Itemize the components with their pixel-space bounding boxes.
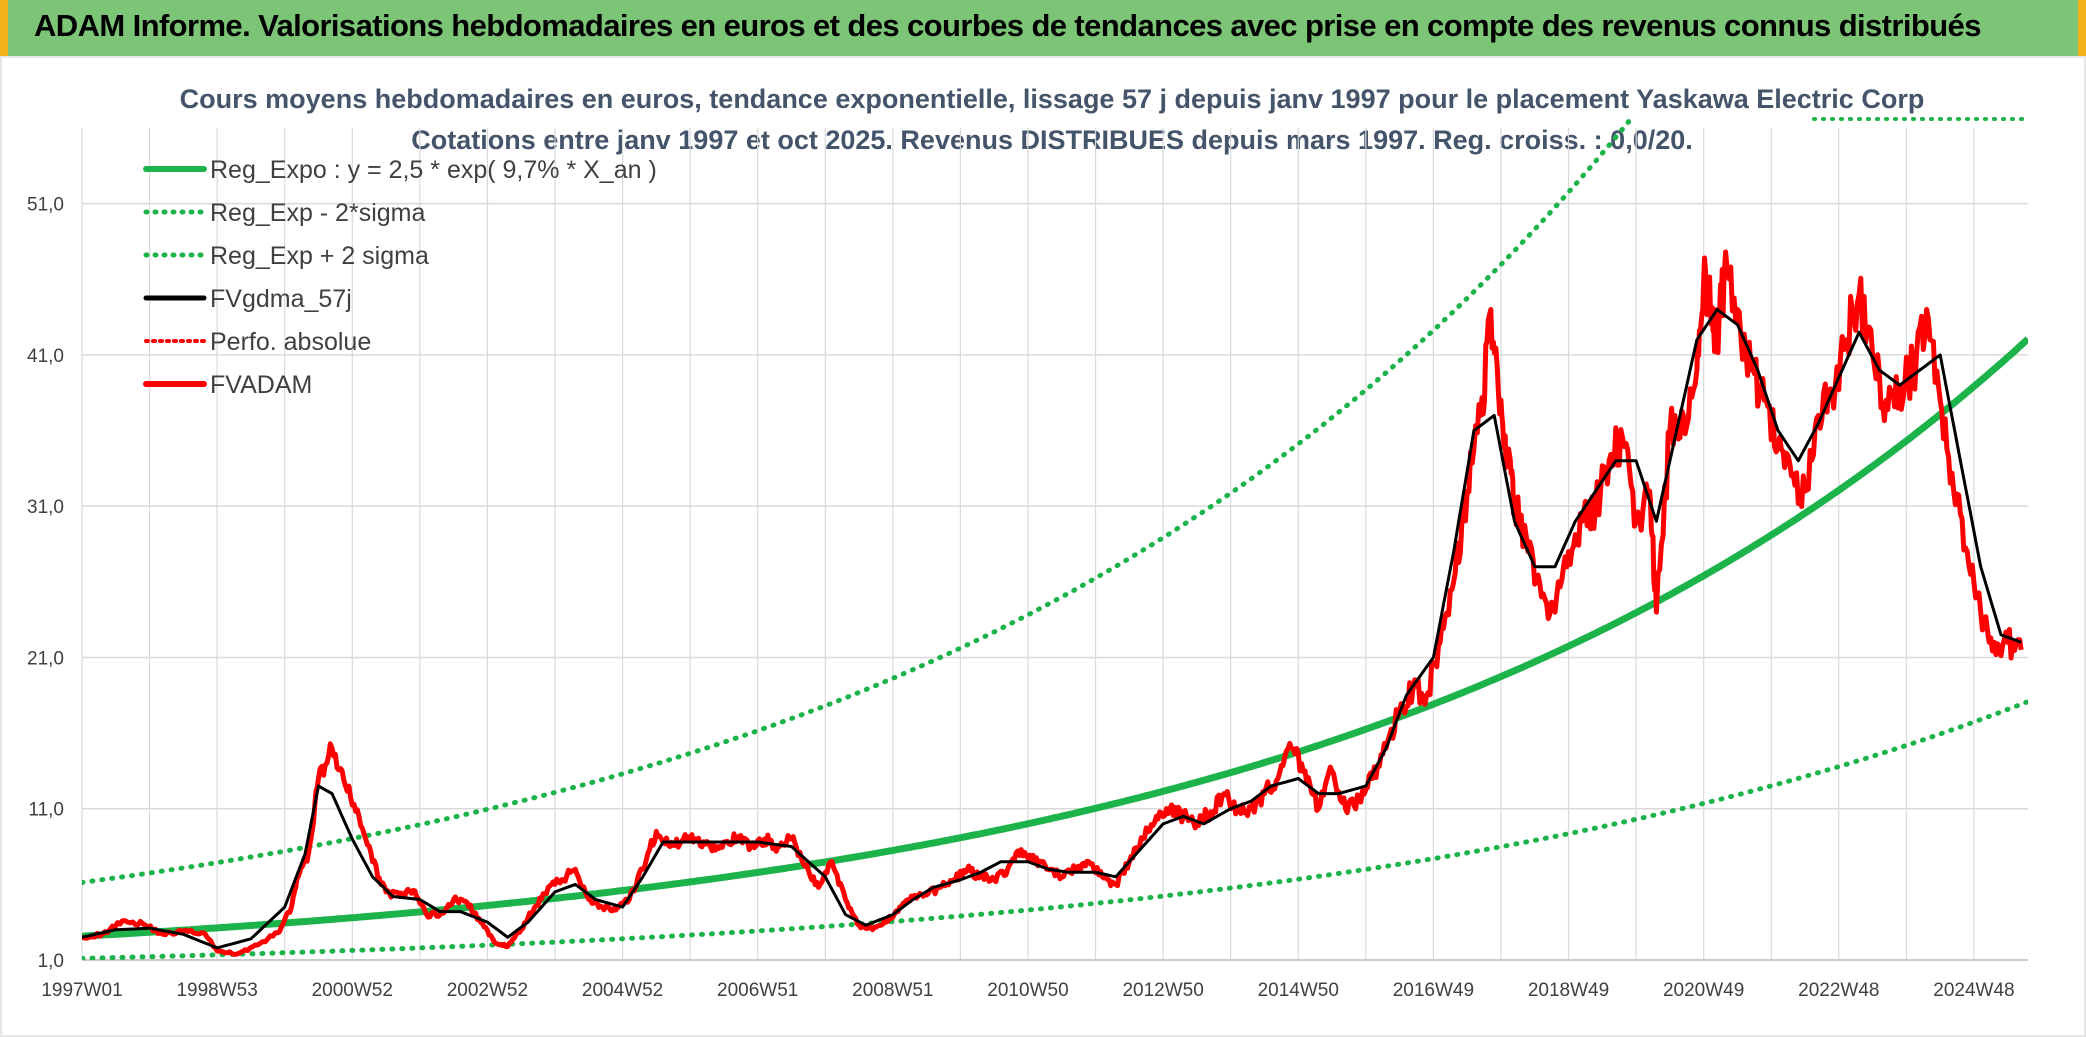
legend-label: Reg_Exp + 2 sigma xyxy=(210,242,429,270)
y-axis-ticks: 1,0 11,0 21,0 31,0 41,0 51,0 xyxy=(27,195,64,972)
x-tick-label: 2020W49 xyxy=(1663,980,1744,1001)
x-tick-label: 2016W49 xyxy=(1393,980,1474,1001)
x-tick-label: 2024W48 xyxy=(1933,980,2014,1001)
grid xyxy=(81,128,2028,961)
x-tick-label: 2018W49 xyxy=(1528,980,1609,1001)
legend-label: Perfo. absolue xyxy=(210,328,371,356)
x-tick-label: 2002W52 xyxy=(447,980,528,1001)
x-axis-ticks: 1997W01 1998W53 2000W52 2002W52 2004W52 2006W… xyxy=(41,980,2014,1001)
legend: Reg_Expo : y = 2,5 * exp( 9,7% * X_an ) R… xyxy=(143,156,657,399)
x-tick-label: 2004W52 xyxy=(582,980,663,1001)
x-tick-label: 2000W52 xyxy=(312,980,393,1001)
chart-svg: Cours moyens hebdomadaires en euros, ten… xyxy=(27,84,2030,1001)
y-tick-label: 21,0 xyxy=(27,648,64,669)
header-banner: ADAM Informe. Valorisations hebdomadaire… xyxy=(0,0,2086,56)
y-tick-label: 31,0 xyxy=(27,497,64,518)
chart-title-line-1: Cours moyens hebdomadaires en euros, ten… xyxy=(180,84,1925,114)
regression-curve xyxy=(82,336,2028,940)
fvgdma-57j-line xyxy=(82,308,2022,950)
chart-panel: Cours moyens hebdomadaires en euros, ten… xyxy=(0,56,2086,1037)
regression-line xyxy=(82,336,2028,940)
x-tick-label: 2006W51 xyxy=(717,980,798,1001)
x-tick-label: 2010W50 xyxy=(987,980,1068,1001)
lower-band-line xyxy=(82,699,2028,960)
legend-label: Reg_Expo : y = 2,5 * exp( 9,7% * X_an ) xyxy=(210,156,657,184)
fvadam-line xyxy=(82,249,2024,957)
report-title: ADAM Informe. Valorisations hebdomadaire… xyxy=(34,8,1981,43)
x-tick-label: 1997W01 xyxy=(41,980,122,1001)
x-tick-label: 2012W50 xyxy=(1122,980,1203,1001)
price-series xyxy=(82,249,2024,957)
sigma-bands xyxy=(82,117,2030,960)
y-tick-label: 11,0 xyxy=(28,800,64,821)
legend-label: Reg_Exp - 2*sigma xyxy=(210,199,425,227)
y-tick-label: 51,0 xyxy=(27,195,64,216)
x-tick-label: 2022W48 xyxy=(1798,980,1879,1001)
x-tick-label: 2014W50 xyxy=(1258,980,1339,1001)
y-tick-label: 1,0 xyxy=(38,951,64,972)
chart-title-line-2: Cotations entre janv 1997 et oct 2025. R… xyxy=(411,125,1693,155)
x-tick-label: 1998W53 xyxy=(176,980,257,1001)
legend-label: FVgdma_57j xyxy=(210,285,352,313)
y-tick-label: 41,0 xyxy=(27,346,64,367)
upper-band-line xyxy=(82,118,1635,885)
x-tick-label: 2008W51 xyxy=(852,980,933,1001)
legend-label: FVADAM xyxy=(210,371,312,399)
